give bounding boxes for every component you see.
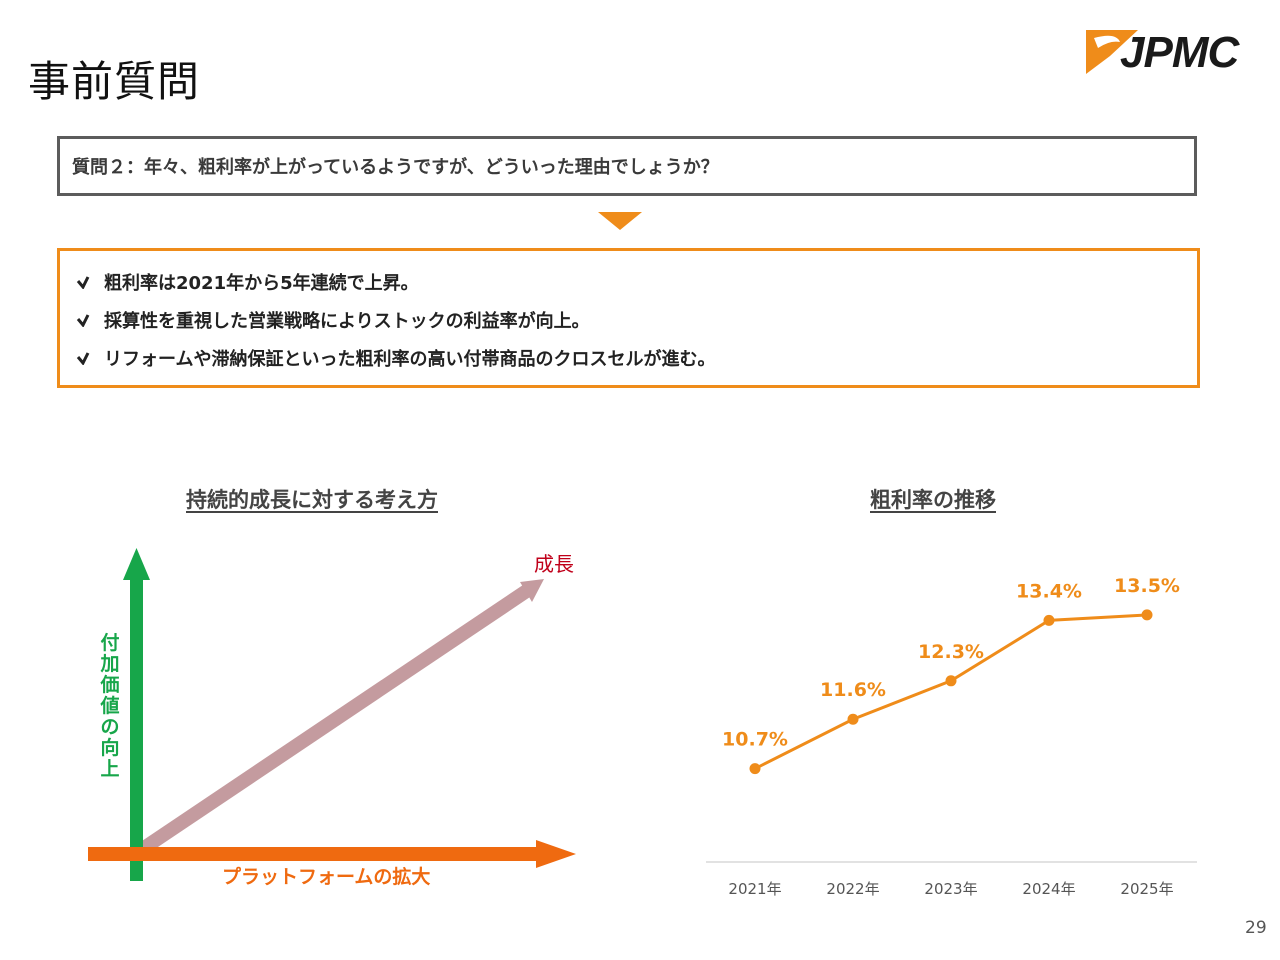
question-text: 質問２：年々、粗利率が上がっているようですが、どういった理由でしょうか？ [72, 157, 719, 178]
logo-text: JPMC [1120, 28, 1239, 77]
x-tick-label: 2023年 [924, 880, 977, 898]
x-axis-arrowhead-icon [536, 840, 576, 868]
down-arrow-icon [598, 212, 642, 230]
data-label: 13.4% [1016, 580, 1082, 602]
check-icon [76, 352, 90, 365]
data-point [1141, 609, 1153, 621]
chart-title: 粗利率の推移 [870, 488, 996, 512]
data-point [1043, 614, 1055, 626]
logo-mark-icon [1086, 30, 1138, 74]
gross-margin-chart: 10.7% 11.6% 12.3% 13.4% 13.5% 2021年 2022年 2023… [706, 575, 1197, 898]
answer-item: 採算性を重視した営業戦略によりストックの利益率が向上。 [76, 301, 1197, 339]
y-axis-label: 付加価値の向上 [100, 632, 120, 780]
data-label: 12.3% [918, 641, 984, 663]
data-point [847, 713, 859, 725]
check-icon [76, 314, 90, 327]
answer-box: 粗利率は2021年から5年連続で上昇。 採算性を重視した営業戦略によりストックの… [57, 248, 1200, 388]
data-label: 13.5% [1114, 575, 1180, 597]
x-axis-bar [88, 847, 538, 861]
question-box: 質問２：年々、粗利率が上がっているようですが、どういった理由でしょうか？ [57, 136, 1197, 196]
x-tick-label: 2025年 [1120, 880, 1173, 898]
growth-arrowhead-icon [520, 579, 544, 602]
answer-text: 粗利率は2021年から5年連続で上昇。 [104, 273, 419, 294]
x-tick-label: 2022年 [826, 880, 879, 898]
growth-label: 成長 [534, 552, 574, 576]
company-logo: JPMC [1080, 26, 1256, 78]
check-icon [76, 276, 90, 289]
x-axis-label: プラットフォームの拡大 [222, 866, 431, 888]
page-title: 事前質問 [28, 57, 201, 106]
answer-text: リフォームや滞納保証といった粗利率の高い付帯商品のクロスセルが進む。 [104, 349, 716, 370]
answer-item: リフォームや滞納保証といった粗利率の高い付帯商品のクロスセルが進む。 [76, 339, 1197, 377]
answer-text: 採算性を重視した営業戦略によりストックの利益率が向上。 [104, 311, 590, 332]
data-label: 10.7% [722, 729, 788, 751]
x-tick-label: 2024年 [1022, 880, 1075, 898]
answer-item: 粗利率は2021年から5年連続で上昇。 [76, 263, 1197, 301]
growth-arrow [134, 584, 532, 858]
data-point [945, 675, 957, 687]
concept-title: 持続的成長に対する考え方 [186, 488, 438, 512]
page-number: 29 [1245, 918, 1267, 938]
series-line [754, 613, 1148, 770]
x-tick-label: 2021年 [728, 880, 781, 898]
data-point [749, 763, 761, 775]
y-axis-arrowhead-icon [123, 548, 150, 580]
concept-diagram [88, 548, 576, 881]
data-label: 11.6% [820, 679, 886, 701]
y-axis-bar [130, 570, 143, 881]
